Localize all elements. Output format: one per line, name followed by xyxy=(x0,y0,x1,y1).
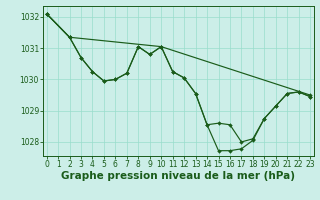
X-axis label: Graphe pression niveau de la mer (hPa): Graphe pression niveau de la mer (hPa) xyxy=(61,171,295,181)
